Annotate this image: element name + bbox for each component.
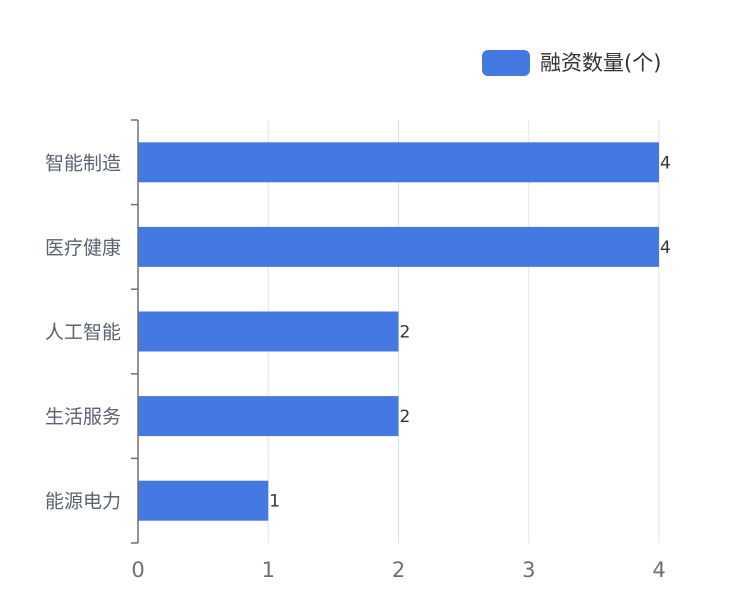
x-tick-label: 0 (131, 558, 144, 582)
x-tick-label: 4 (652, 558, 665, 582)
legend-swatch (482, 50, 530, 76)
bar[interactable] (138, 396, 399, 437)
bar[interactable] (138, 226, 659, 267)
bar[interactable] (138, 480, 269, 521)
y-category-label: 医疗健康 (45, 237, 121, 259)
bars (138, 142, 659, 521)
bar[interactable] (138, 311, 399, 352)
legend-label: 融资数量(个) (540, 51, 661, 75)
y-category-label: 人工智能 (45, 322, 121, 344)
bar-value-label: 4 (660, 153, 671, 173)
legend[interactable]: 融资数量(个) (482, 50, 661, 76)
axes (131, 119, 139, 544)
bar-value-label: 2 (400, 407, 411, 427)
y-category-label: 智能制造 (45, 152, 121, 174)
x-tick-label: 2 (392, 558, 405, 582)
y-category-label: 生活服务 (45, 406, 121, 428)
bar-value-label: 4 (660, 238, 671, 258)
bar[interactable] (138, 142, 659, 183)
bar-value-label: 1 (269, 492, 280, 512)
x-tick-label: 1 (262, 558, 275, 582)
y-category-label: 能源电力 (45, 491, 121, 513)
x-tick-label: 3 (522, 558, 535, 582)
bar-value-label: 2 (400, 323, 411, 343)
labels: 0 1 2 3 4 4 智能制造 4 医疗健康 2 人工智能 2 生活服务 1 能源电力 (45, 152, 671, 582)
